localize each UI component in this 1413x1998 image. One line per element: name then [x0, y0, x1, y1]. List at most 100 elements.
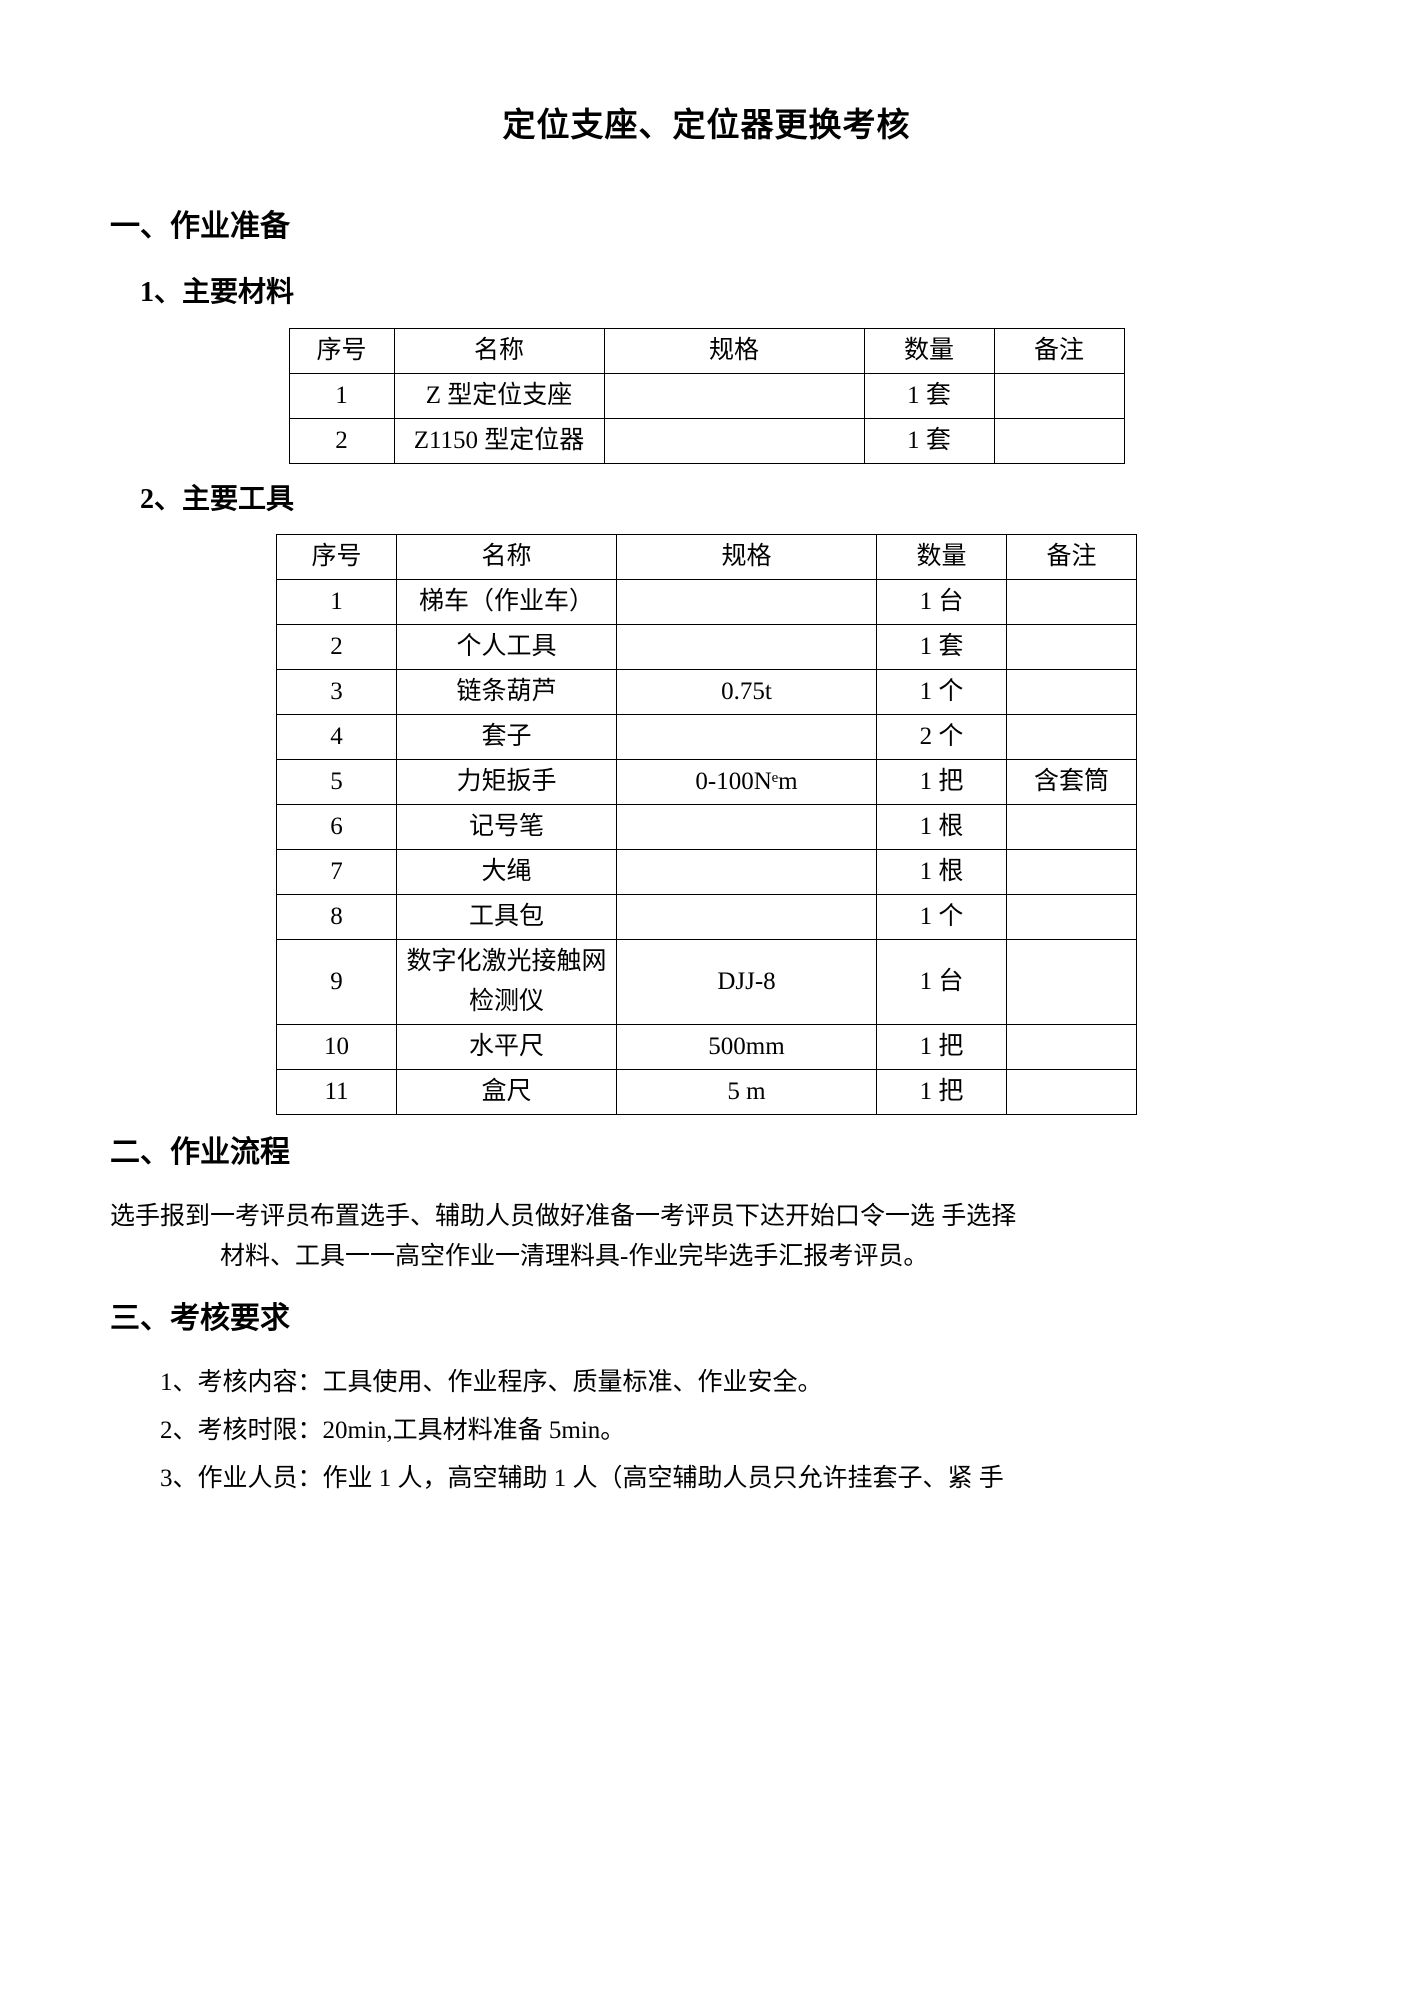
table-cell: 500mm — [617, 1025, 877, 1070]
table-cell: 1 个 — [877, 670, 1007, 715]
table-cell — [1007, 940, 1137, 1025]
table-cell — [994, 418, 1124, 463]
table-cell: 1 套 — [864, 373, 994, 418]
table-cell: DJJ-8 — [617, 940, 877, 1025]
table-cell: 0-100Nᵉm — [617, 760, 877, 805]
table-cell: 10 — [277, 1025, 397, 1070]
table-cell — [617, 850, 877, 895]
col-spec: 规格 — [617, 535, 877, 580]
table-cell: 盒尺 — [397, 1070, 617, 1115]
col-name: 名称 — [397, 535, 617, 580]
section-1-2-heading: 2、主要工具 — [140, 478, 1303, 523]
page-title: 定位支座、定位器更换考核 — [110, 100, 1303, 153]
table-cell — [994, 373, 1124, 418]
table-cell: 链条葫芦 — [397, 670, 617, 715]
table-cell: 1 — [289, 373, 394, 418]
table-cell: 1 套 — [877, 625, 1007, 670]
table-cell: 2 个 — [877, 715, 1007, 760]
section-2-heading: 二、作业流程 — [110, 1129, 1303, 1177]
table-cell — [1007, 895, 1137, 940]
table-row: 2Z1150 型定位器 1 套 — [289, 418, 1124, 463]
req-item-3: 3、作业人员：作业 1 人，高空辅助 1 人（高空辅助人员只允许挂套子、紧 手 — [160, 1459, 1303, 1499]
table-cell: 0.75t — [617, 670, 877, 715]
table-cell: 水平尺 — [397, 1025, 617, 1070]
req-item-1: 1、考核内容：工具使用、作业程序、质量标准、作业安全。 — [160, 1363, 1303, 1403]
table-cell: Z1150 型定位器 — [394, 418, 604, 463]
table-cell — [604, 418, 864, 463]
table-row: 6记号笔1 根 — [277, 805, 1137, 850]
col-qty: 数量 — [864, 328, 994, 373]
tools-table: 序号 名称 规格 数量 备注 1梯车（作业车）1 台2个人工具1 套3链条葫芦0… — [276, 534, 1137, 1115]
table-cell — [1007, 850, 1137, 895]
section-1-heading: 一、作业准备 — [110, 203, 1303, 251]
table-cell: 2 — [289, 418, 394, 463]
materials-table: 序号 名称 规格 数量 备注 1Z 型定位支座 1 套 2Z1150 型定位器 1 套 — [289, 328, 1125, 464]
table-cell — [1007, 715, 1137, 760]
table-cell — [1007, 580, 1137, 625]
col-note: 备注 — [994, 328, 1124, 373]
requirements-block: 1、考核内容：工具使用、作业程序、质量标准、作业安全。 2、考核时限：20min… — [160, 1363, 1303, 1499]
flow-text-line1: 选手报到一考评员布置选手、辅助人员做好准备一考评员下达开始口令一选 手选择 — [110, 1197, 1303, 1237]
table-cell: 5 — [277, 760, 397, 805]
table-cell — [617, 625, 877, 670]
table-cell: 2 — [277, 625, 397, 670]
table-cell: 4 — [277, 715, 397, 760]
table-header-row: 序号 名称 规格 数量 备注 — [289, 328, 1124, 373]
table-cell: 1 — [277, 580, 397, 625]
table-cell: 1 把 — [877, 1025, 1007, 1070]
table-cell: 梯车（作业车） — [397, 580, 617, 625]
section-3-heading: 三、考核要求 — [110, 1295, 1303, 1343]
table-cell — [617, 895, 877, 940]
table-cell: 9 — [277, 940, 397, 1025]
table-cell: 1 把 — [877, 1070, 1007, 1115]
table-cell — [604, 373, 864, 418]
table-cell — [1007, 1025, 1137, 1070]
table-cell: 力矩扳手 — [397, 760, 617, 805]
table-cell: 3 — [277, 670, 397, 715]
table-cell: 1 台 — [877, 940, 1007, 1025]
table-cell — [1007, 1070, 1137, 1115]
table-row: 1Z 型定位支座 1 套 — [289, 373, 1124, 418]
col-qty: 数量 — [877, 535, 1007, 580]
table-cell: 1 把 — [877, 760, 1007, 805]
req-item-2: 2、考核时限：20min,工具材料准备 5min。 — [160, 1411, 1303, 1451]
col-seq: 序号 — [289, 328, 394, 373]
table-cell: 1 台 — [877, 580, 1007, 625]
table-row: 8工具包 1 个 — [277, 895, 1137, 940]
table-cell: 记号笔 — [397, 805, 617, 850]
table-cell: 7 — [277, 850, 397, 895]
table-cell — [617, 715, 877, 760]
table-row: 4套子 2 个 — [277, 715, 1137, 760]
table-cell: 1 个 — [877, 895, 1007, 940]
flow-text-line2: 材料、工具一一高空作业一清理料具-作业完毕选手汇报考评员。 — [220, 1237, 1303, 1277]
table-row: 7大绳 1 根 — [277, 850, 1137, 895]
table-row: 11盒尺5 m1 把 — [277, 1070, 1137, 1115]
table-cell: 大绳 — [397, 850, 617, 895]
table-cell: 6 — [277, 805, 397, 850]
table-cell: 8 — [277, 895, 397, 940]
section-1-1-heading: 1、主要材料 — [140, 271, 1303, 316]
table-row: 10水平尺500mm1 把 — [277, 1025, 1137, 1070]
table-cell: 含套筒 — [1007, 760, 1137, 805]
table-cell: 套子 — [397, 715, 617, 760]
col-name: 名称 — [394, 328, 604, 373]
col-note: 备注 — [1007, 535, 1137, 580]
table-cell: 工具包 — [397, 895, 617, 940]
table-cell — [617, 580, 877, 625]
table-cell — [617, 805, 877, 850]
table-cell: 数字化激光接触网 检测仪 — [397, 940, 617, 1025]
table-row: 5力矩扳手0-100Nᵉm1 把含套筒 — [277, 760, 1137, 805]
table-cell: 个人工具 — [397, 625, 617, 670]
table-cell: 1 根 — [877, 850, 1007, 895]
table-row: 2个人工具 1 套 — [277, 625, 1137, 670]
col-seq: 序号 — [277, 535, 397, 580]
table-row: 1梯车（作业车） 1 台 — [277, 580, 1137, 625]
table-cell: 1 套 — [864, 418, 994, 463]
table-row: 3链条葫芦0.75t1 个 — [277, 670, 1137, 715]
table-cell — [1007, 625, 1137, 670]
table-cell: Z 型定位支座 — [394, 373, 604, 418]
table-cell: 11 — [277, 1070, 397, 1115]
table-header-row: 序号 名称 规格 数量 备注 — [277, 535, 1137, 580]
table-cell — [1007, 670, 1137, 715]
table-cell: 5 m — [617, 1070, 877, 1115]
